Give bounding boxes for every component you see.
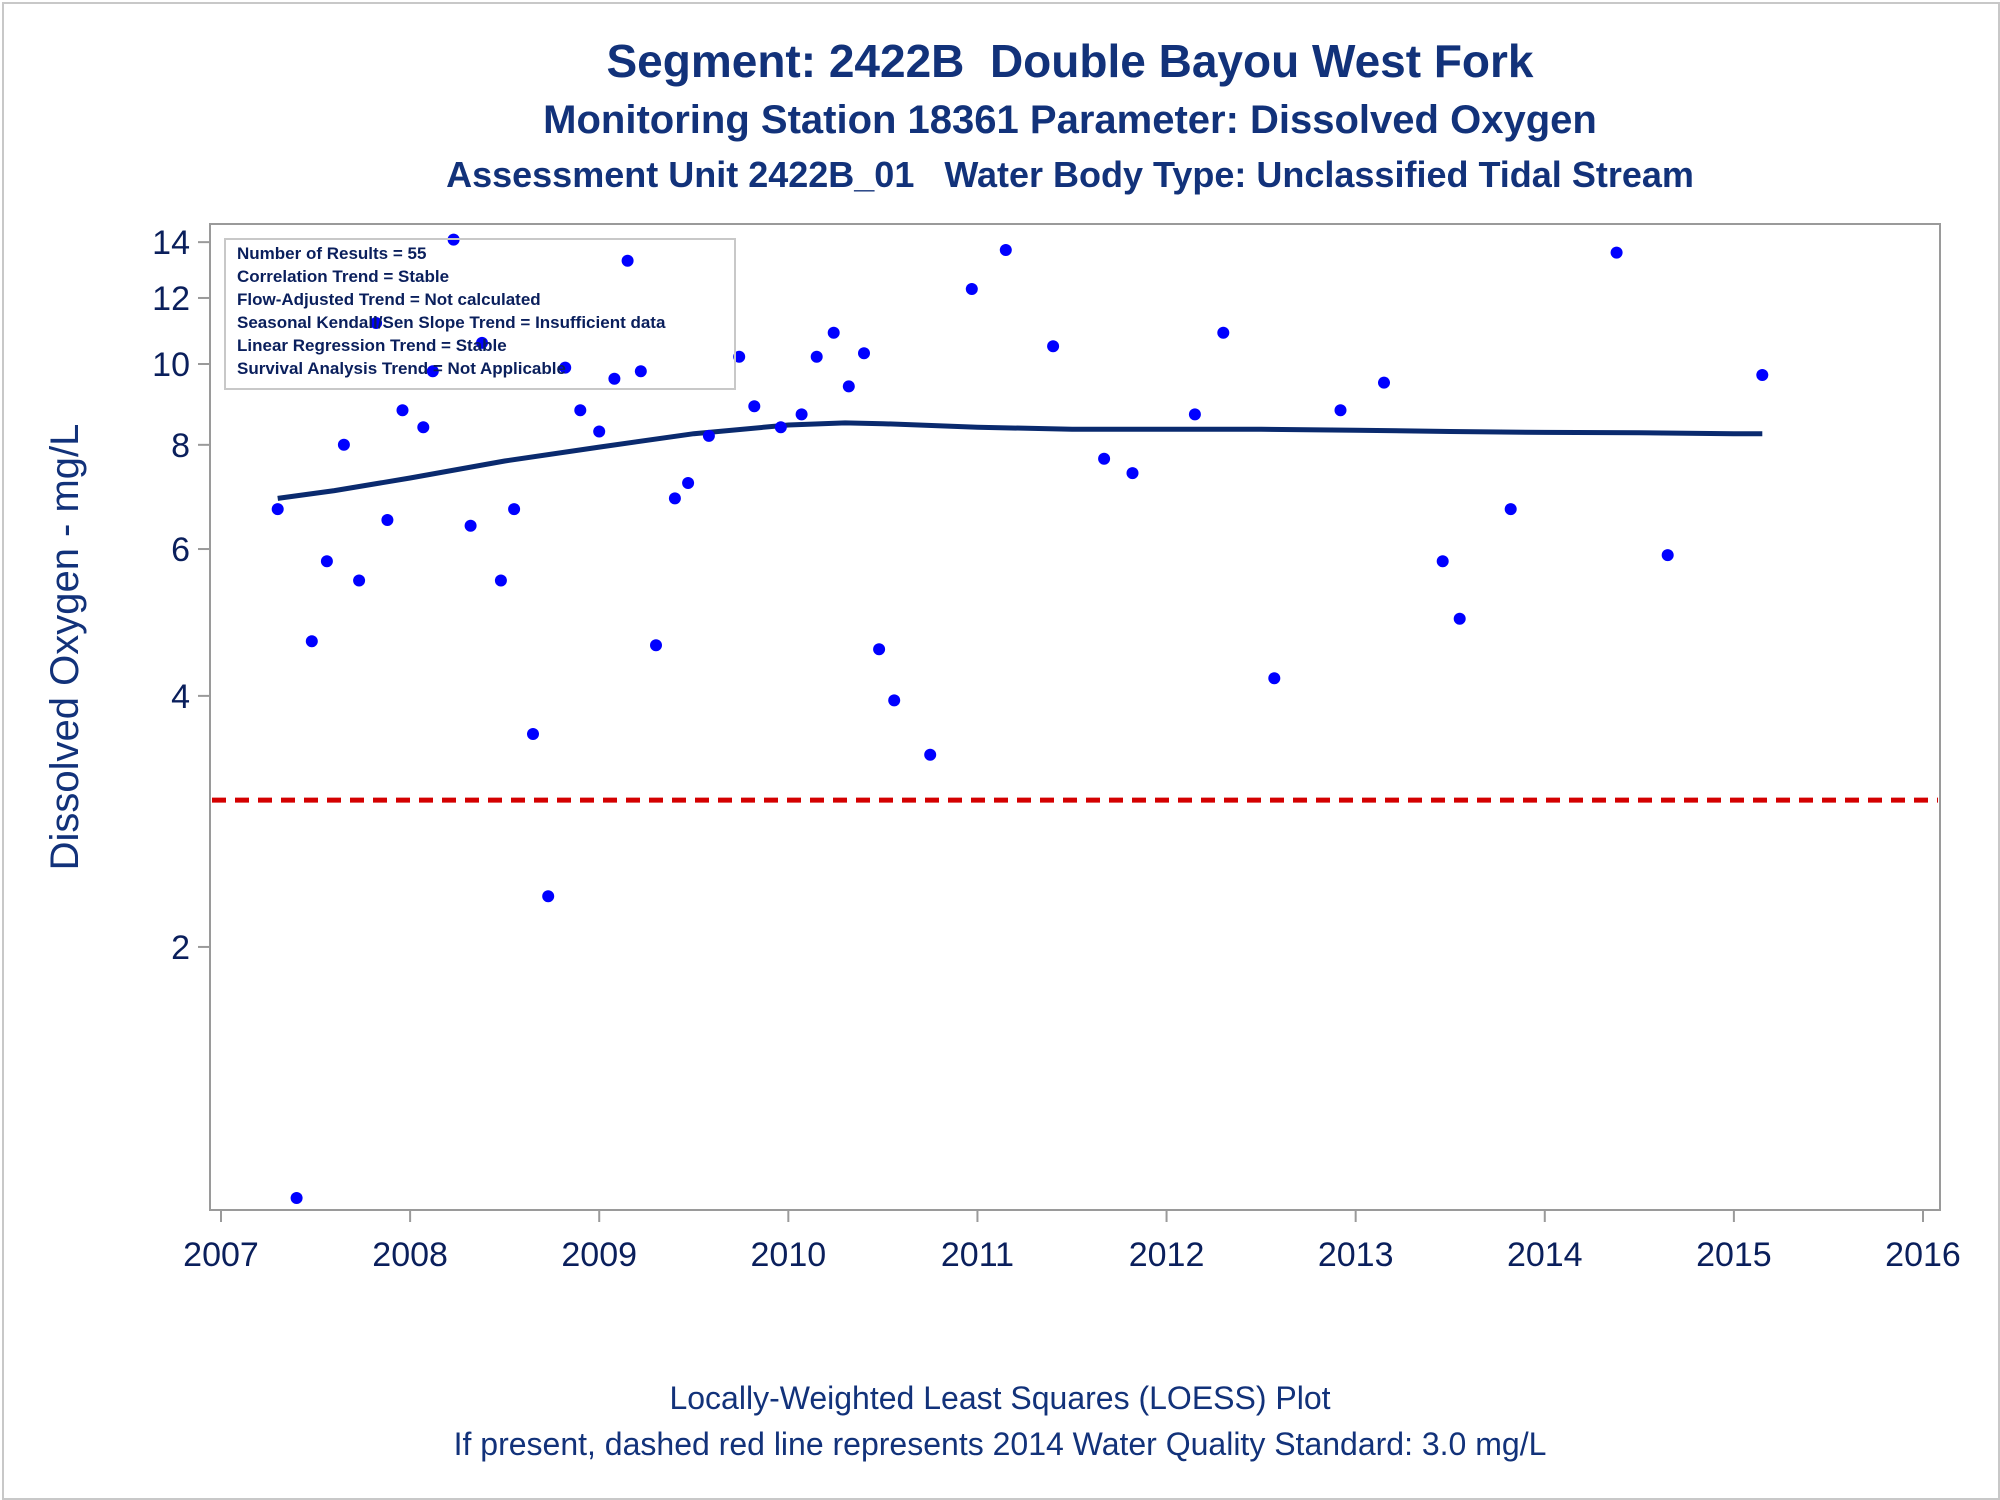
- data-point: [559, 361, 572, 374]
- data-point: [1504, 503, 1517, 516]
- data-point: [668, 492, 681, 505]
- data-point: [476, 336, 488, 349]
- x-tick-label: 2013: [1318, 1236, 1394, 1274]
- data-point: [608, 372, 621, 385]
- y-axis-label: Dissolved Oxygen - mg/L: [43, 424, 87, 871]
- plot-border: [209, 223, 1941, 1211]
- data-point: [508, 503, 521, 516]
- data-point: [381, 514, 394, 526]
- data-point: [1378, 376, 1390, 389]
- x-tick-label: 2011: [941, 1236, 1014, 1274]
- data-point: [417, 421, 430, 434]
- x-axis: 2007 2008 2009 2010 2011 2012 2013 2014 2015 2016: [183, 1210, 1961, 1274]
- data-point: [1453, 612, 1466, 625]
- data-point: [1610, 246, 1623, 259]
- data-point: [290, 1192, 303, 1204]
- loess-line: [277, 420, 1763, 501]
- data-point: [271, 503, 284, 516]
- data-point: [353, 574, 366, 587]
- data-point: [748, 400, 761, 413]
- x-tick-label: 2014: [1507, 1236, 1583, 1274]
- data-point: [494, 574, 507, 587]
- y-tick-label: 14: [152, 224, 190, 262]
- data-point: [634, 365, 647, 378]
- plot-area: 2007 2008 2009 2010 2011 2012 2013 2014 2015 2016…: [43, 223, 1961, 1274]
- data-point: [621, 254, 634, 267]
- y-tick-label: 12: [152, 280, 190, 318]
- data-point: [320, 555, 333, 568]
- data-point: [1756, 369, 1769, 381]
- data-point: [1661, 549, 1674, 562]
- chart-title: Segment: 2422B Double Bayou West Fork: [606, 35, 1534, 87]
- data-point: [810, 350, 823, 363]
- data-point: [593, 425, 606, 438]
- data-point: [1047, 340, 1060, 353]
- data-point: [1126, 467, 1139, 480]
- data-point: [1098, 452, 1111, 465]
- data-point: [1436, 555, 1449, 568]
- data-point: [888, 694, 901, 707]
- stats-line: Survival Analysis Trend = Not Applicable: [237, 359, 566, 378]
- footnote-plot-type: Locally-Weighted Least Squares (LOESS) P…: [669, 1380, 1331, 1416]
- y-tick-label: 10: [152, 346, 190, 384]
- stats-box: Number of Results = 55 Correlation Trend …: [224, 238, 736, 390]
- x-tick-label: 2010: [751, 1236, 827, 1274]
- y-tick-label: 6: [171, 531, 190, 569]
- data-point: [1217, 326, 1230, 339]
- data-point: [702, 429, 715, 442]
- x-tick-label: 2007: [183, 1236, 259, 1274]
- stats-line: Linear Regression Trend = Stable: [237, 336, 507, 355]
- y-tick-label: 8: [171, 427, 190, 465]
- data-point: [527, 728, 539, 740]
- stats-line: Number of Results = 55: [237, 244, 426, 263]
- stats-line: Flow-Adjusted Trend = Not calculated: [237, 290, 541, 309]
- data-point: [650, 639, 662, 652]
- data-point: [733, 350, 746, 363]
- stats-line: Seasonal Kendall/Sen Slope Trend = Insuf…: [237, 313, 666, 332]
- data-point: [1334, 404, 1347, 417]
- x-tick-label: 2008: [372, 1236, 448, 1274]
- data-point: [370, 317, 383, 329]
- footnote-standard: If present, dashed red line represents 2…: [453, 1426, 1547, 1462]
- data-point: [795, 408, 808, 421]
- data-point: [337, 438, 350, 451]
- y-axis: 2 4 6 8 10 12 14: [152, 224, 210, 967]
- data-point: [999, 244, 1012, 256]
- data-point: [574, 404, 587, 417]
- data-point: [305, 635, 318, 648]
- data-point: [426, 365, 439, 378]
- chart-subtitle-assessment: Assessment Unit 2422B_01 Water Body Type…: [446, 154, 1694, 195]
- x-tick-label: 2012: [1129, 1236, 1205, 1274]
- data-point: [542, 890, 555, 903]
- x-tick-label: 2016: [1885, 1236, 1961, 1274]
- data-point: [1188, 408, 1201, 421]
- stats-lines: Number of Results = 55 Correlation Trend …: [237, 244, 666, 378]
- stats-box-border: [224, 238, 736, 390]
- chart-subtitle-station: Monitoring Station 18361 Parameter: Diss…: [543, 98, 1597, 142]
- y-tick-label: 2: [171, 929, 190, 967]
- data-point: [396, 404, 409, 417]
- y-tick-label: 4: [171, 678, 190, 716]
- x-tick-label: 2015: [1696, 1236, 1772, 1274]
- data-point: [682, 477, 695, 489]
- x-tick-label: 2009: [561, 1236, 637, 1274]
- data-point: [858, 347, 870, 360]
- data-point: [873, 643, 886, 656]
- data-point: [965, 283, 978, 295]
- data-point: [827, 326, 840, 339]
- data-point: [842, 380, 855, 393]
- stats-line: Correlation Trend = Stable: [237, 267, 449, 286]
- data-points: [271, 233, 1769, 1204]
- data-point: [1268, 672, 1281, 685]
- data-point: [464, 519, 477, 532]
- data-point: [924, 748, 937, 761]
- data-point: [774, 421, 787, 434]
